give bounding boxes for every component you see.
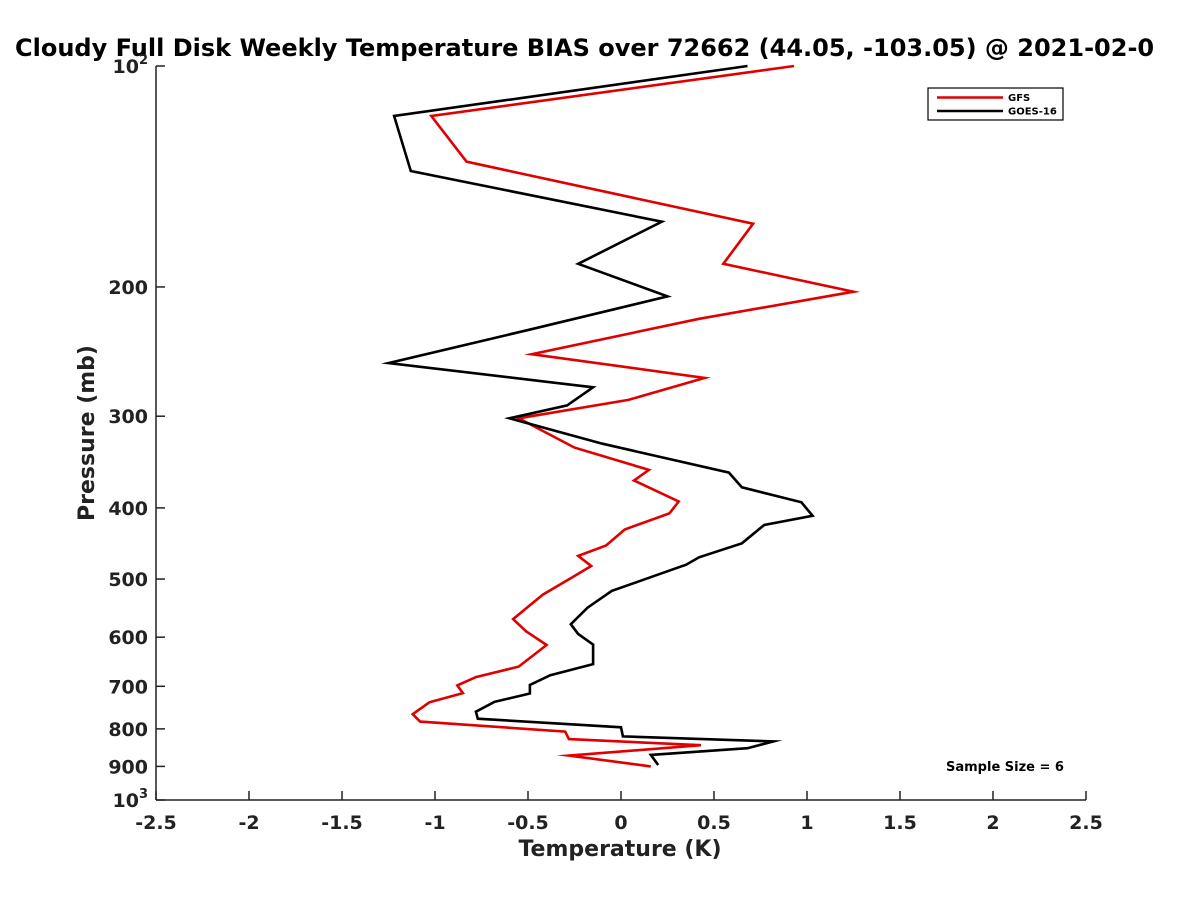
x-tick-label: 1: [800, 812, 813, 834]
x-tick-label: 0: [614, 812, 627, 834]
x-axis-label: Temperature (K): [518, 837, 721, 862]
y-tick-label: 700: [108, 676, 148, 698]
y-axis-label: Pressure (mb): [75, 345, 100, 521]
x-tick-label: 2: [986, 812, 999, 834]
y-tick-label: 900: [108, 756, 148, 778]
plot-lines: [381, 64, 861, 768]
chart-title: Cloudy Full Disk Weekly Temperature BIAS…: [15, 34, 1154, 62]
sample-size-annotation: Sample Size = 6: [946, 760, 1064, 775]
x-tick-label: 0.5: [697, 812, 731, 834]
x-tick-label: -2: [238, 812, 259, 834]
y-tick-label: 800: [108, 719, 148, 741]
x-tick-label: -1.5: [321, 812, 363, 834]
legend-label-gfs: GFS: [1008, 93, 1030, 104]
x-tick-label: -1: [424, 812, 445, 834]
legend-label-goes16: GOES-16: [1008, 107, 1057, 118]
y-tick-label: 400: [108, 498, 148, 520]
legend: GFS GOES-16: [927, 87, 1064, 121]
x-tick-label: 1.5: [883, 812, 917, 834]
x-tick-label: 2.5: [1069, 812, 1103, 834]
y-tick-label: 103: [113, 787, 149, 812]
y-tick-label: 500: [108, 569, 148, 591]
y-tick-label: 200: [108, 277, 148, 299]
axes: -2.5 -2 -1.5 -1 -0.5 0 0.5 1 1.5 2 2.5 102 200 300 400…: [108, 53, 1103, 834]
x-tick-label: -0.5: [507, 812, 549, 834]
y-tick-label: 102: [113, 53, 149, 78]
y-tick-label: 600: [108, 627, 148, 649]
series-line-goes16: [381, 64, 816, 766]
y-tick-label: 300: [108, 406, 148, 428]
series-line-gfs: [410, 64, 861, 768]
x-tick-label: -2.5: [135, 812, 177, 834]
legend-box: [927, 87, 1064, 121]
